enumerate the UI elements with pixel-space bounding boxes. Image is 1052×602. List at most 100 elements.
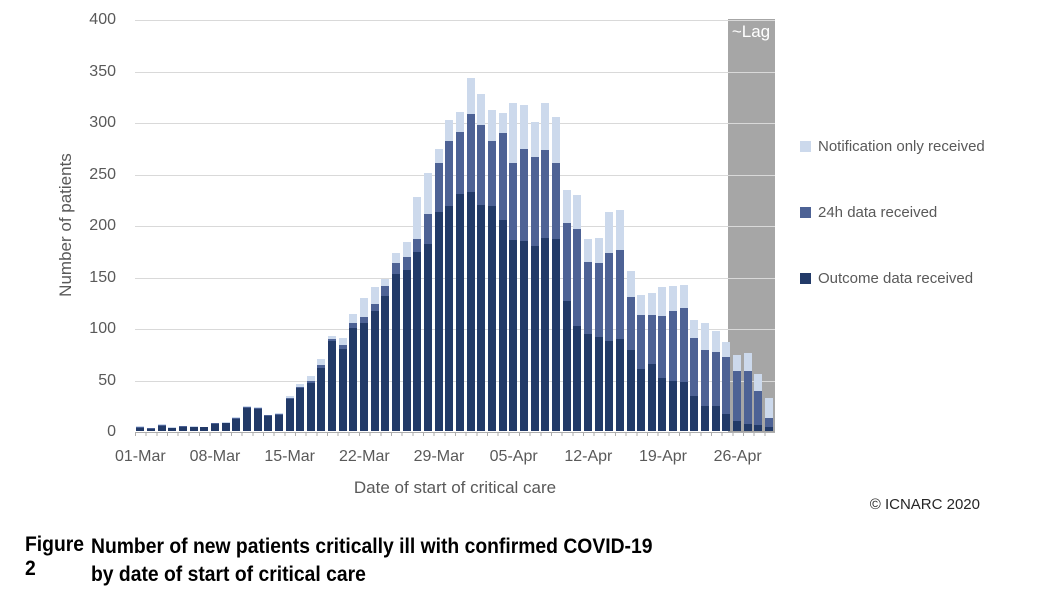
segment-notification-11-Mar — [242, 406, 251, 408]
y-tick-label-250: 250 — [89, 165, 116, 183]
x-tick-label-15-Mar: 15-Mar — [264, 448, 315, 465]
bar-05-Mar — [178, 425, 187, 431]
segment-outcome-15-Mar — [285, 399, 294, 431]
segment-24h-10-Mar — [232, 417, 241, 419]
segment-24h-29-Mar — [434, 163, 443, 212]
segment-notification-27-Apr — [743, 352, 752, 372]
y-tick-label-200: 200 — [89, 217, 116, 234]
segment-outcome-18-Apr — [647, 364, 656, 431]
segment-outcome-04-Apr — [498, 219, 507, 431]
segment-24h-21-Apr — [679, 308, 688, 382]
segment-notification-01-Apr — [466, 77, 475, 114]
bar-19-Mar — [328, 336, 337, 431]
segment-24h-07-Apr — [530, 157, 539, 246]
segment-notification-14-Apr — [605, 211, 614, 253]
segment-notification-24-Mar — [381, 278, 390, 286]
segment-notification-30-Mar — [445, 119, 454, 141]
bar-26-Apr — [733, 354, 742, 431]
segment-outcome-11-Apr — [573, 325, 582, 431]
gridline-150 — [135, 277, 775, 279]
segment-notification-01-Mar — [136, 425, 145, 427]
segment-notification-17-Mar — [306, 376, 315, 381]
legend-entry-2: 24h data received — [800, 204, 937, 221]
segment-24h-24-Mar — [381, 285, 390, 297]
segment-outcome-14-Mar — [274, 414, 283, 431]
segment-outcome-05-Mar — [178, 426, 187, 431]
y-tick-label-100: 100 — [89, 320, 116, 337]
segment-outcome-07-Mar — [200, 426, 209, 431]
segment-24h-11-Apr — [573, 229, 582, 326]
bar-16-Apr — [626, 271, 635, 431]
segment-notification-23-Mar — [370, 286, 379, 305]
segment-24h-08-Mar — [210, 422, 219, 424]
segment-outcome-17-Apr — [637, 369, 646, 431]
bar-03-Apr — [487, 109, 496, 431]
segment-outcome-20-Apr — [669, 380, 678, 431]
segment-notification-19-Apr — [658, 286, 667, 316]
bar-30-Mar — [445, 119, 454, 431]
segment-24h-10-Apr — [562, 222, 571, 302]
segment-notification-23-Apr — [701, 322, 710, 350]
x-tick-label-12-Apr: 12-Apr — [564, 448, 613, 465]
segment-notification-09-Apr — [551, 116, 560, 164]
segment-24h-21-Mar — [349, 322, 358, 328]
bar-17-Mar — [306, 376, 315, 431]
figure-number: Figure 2 — [25, 533, 85, 580]
bar-20-Mar — [338, 338, 347, 431]
segment-outcome-07-Apr — [530, 245, 539, 431]
segment-notification-10-Apr — [562, 190, 571, 223]
segment-24h-15-Mar — [285, 398, 294, 400]
bar-22-Mar — [360, 298, 369, 431]
bar-24-Mar — [381, 278, 390, 431]
bar-07-Mar — [200, 426, 209, 431]
segment-outcome-19-Apr — [658, 378, 667, 431]
segment-notification-06-Apr — [519, 104, 528, 149]
segment-outcome-03-Mar — [157, 425, 166, 431]
segment-notification-16-Mar — [296, 383, 305, 387]
segment-outcome-15-Apr — [615, 339, 624, 431]
bar-22-Apr — [690, 319, 699, 431]
segment-outcome-23-Apr — [701, 406, 710, 431]
segment-notification-22-Mar — [360, 298, 369, 317]
bar-09-Mar — [221, 421, 230, 431]
bar-06-Mar — [189, 425, 198, 431]
segment-notification-15-Apr — [615, 209, 624, 250]
segment-notification-09-Mar — [221, 421, 230, 423]
segment-24h-29-Apr — [765, 417, 774, 427]
segment-outcome-16-Mar — [296, 387, 305, 431]
segment-notification-10-Mar — [232, 416, 241, 418]
segment-notification-03-Mar — [157, 423, 166, 425]
segment-notification-29-Mar — [434, 148, 443, 164]
segment-notification-15-Mar — [285, 396, 294, 399]
bar-16-Mar — [296, 383, 305, 431]
caption-line-2: by date of start of critical care — [91, 563, 366, 586]
segment-outcome-12-Apr — [583, 334, 592, 431]
segment-outcome-27-Mar — [413, 251, 422, 431]
legend-swatch-icon — [800, 207, 811, 218]
segment-notification-03-Apr — [487, 109, 496, 141]
segment-24h-16-Mar — [296, 386, 305, 388]
x-axis-title: Date of start of critical care — [353, 478, 557, 497]
x-tick-label-26-Apr: 26-Apr — [713, 448, 762, 465]
segment-notification-12-Apr — [583, 239, 592, 263]
segment-outcome-18-Mar — [317, 368, 326, 431]
legend-entry-3: Outcome data received — [800, 270, 973, 287]
bar-14-Apr — [605, 211, 614, 431]
segment-outcome-03-Apr — [487, 206, 496, 431]
segment-outcome-26-Mar — [402, 270, 411, 431]
segment-24h-22-Apr — [690, 338, 699, 396]
segment-24h-19-Mar — [328, 339, 337, 342]
bar-04-Mar — [168, 426, 177, 431]
segment-outcome-09-Apr — [551, 239, 560, 431]
x-axis-tick-marks — [135, 432, 775, 436]
segment-24h-14-Apr — [605, 252, 614, 342]
segment-24h-20-Mar — [338, 344, 347, 349]
segment-outcome-31-Mar — [456, 194, 465, 431]
segment-24h-26-Apr — [733, 371, 742, 421]
segment-notification-21-Mar — [349, 313, 358, 323]
segment-notification-08-Apr — [541, 103, 550, 150]
segment-outcome-25-Apr — [722, 413, 731, 431]
segment-notification-31-Mar — [456, 111, 465, 133]
bar-15-Apr — [615, 209, 624, 431]
